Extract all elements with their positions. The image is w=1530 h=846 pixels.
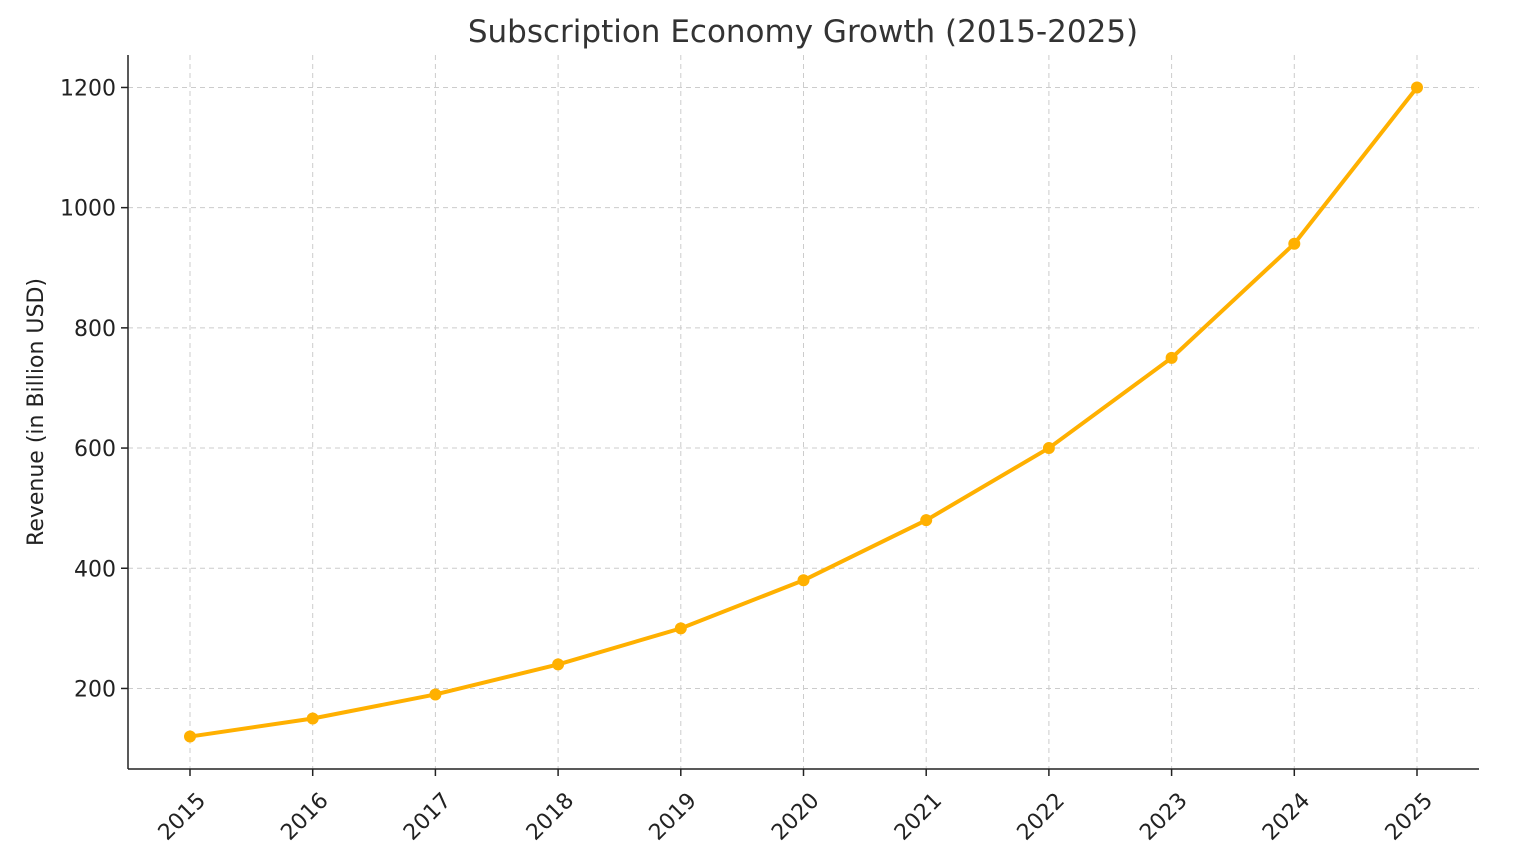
x-tick-label: 2020 [767,788,824,845]
x-tick-label: 2025 [1381,788,1438,845]
x-tick-label: 2024 [1258,788,1315,845]
x-tick-label: 2016 [276,788,333,845]
x-tick-label: 2023 [1135,788,1192,845]
y-tick-label: 1200 [60,76,116,101]
data-point [1411,81,1423,94]
y-tick-label: 600 [74,437,116,462]
grid-layer [128,55,1479,769]
ticks-layer: 200 400 600 800 1000 1200 2015 2016 2017 2018 2019… [60,76,1438,845]
x-tick-label: 2017 [399,788,456,845]
data-point [1288,237,1301,250]
data-point [552,658,565,671]
data-point [306,712,319,725]
x-tick-label: 2015 [154,788,211,845]
y-axis-label: Revenue (in Billion USD) [24,278,49,546]
x-tick-label: 2019 [645,788,702,845]
chart-title: Subscription Economy Growth (2015-2025) [468,14,1138,50]
x-tick-label: 2018 [522,788,579,845]
x-tick-label: 2021 [890,788,947,845]
data-point [920,514,933,527]
data-point [1165,351,1178,364]
y-tick-label: 200 [74,677,116,702]
data-point [797,574,810,587]
y-tick-label: 400 [74,557,116,582]
data-point [1042,442,1055,455]
y-tick-label: 800 [74,317,116,342]
data-point [184,730,196,743]
data-point [674,622,687,635]
x-tick-label: 2022 [1013,788,1070,845]
y-tick-label: 1000 [60,197,116,222]
series-layer [184,81,1423,743]
data-point [429,688,442,701]
